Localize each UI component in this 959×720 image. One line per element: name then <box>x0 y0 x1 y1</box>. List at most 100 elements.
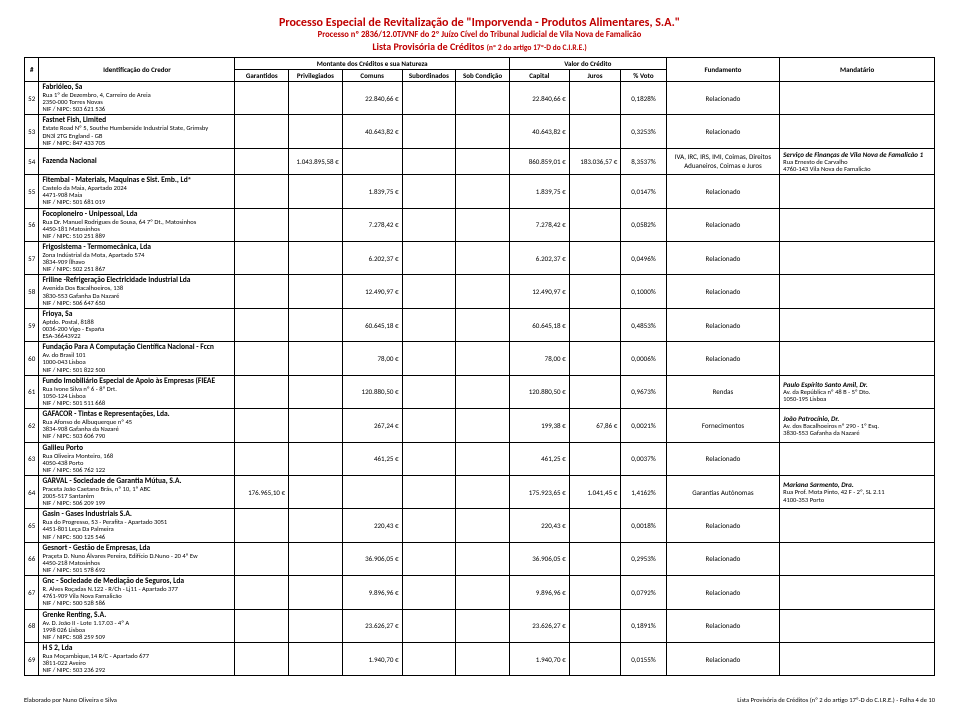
cell-idx: 59 <box>25 308 39 341</box>
creditor-nif: NIF / NIPC: 500 528 586 <box>42 600 231 607</box>
cell-garantidos <box>235 643 289 676</box>
cell-garantidos <box>235 509 289 542</box>
cell-idx: 61 <box>25 375 39 408</box>
cell-mandatario <box>780 342 935 375</box>
col-sob-condicao: Sob Condição <box>456 70 510 82</box>
col-comuns: Comuns <box>342 70 402 82</box>
table-row: 66 Gesnort - Gestão de Empresas, Lda Pra… <box>25 542 935 575</box>
cell-credor: GAFACOR - Tintas e Representações, Lda. … <box>39 409 235 442</box>
cell-idx: 64 <box>25 475 39 508</box>
cell-sob <box>456 609 510 642</box>
cell-subordinados <box>402 208 456 241</box>
cell-juros <box>569 609 621 642</box>
cell-juros <box>569 115 621 148</box>
cell-mandatario: Serviço de Finanças de Vila Nova de Fama… <box>780 148 935 174</box>
table-row: 64 GARVAL - Sociedade de Garantia Mútua,… <box>25 475 935 508</box>
mandatario-addr2: 4760-143 Vila Nova de Famalicão <box>783 166 931 173</box>
cell-voto: 0,0582% <box>621 208 666 241</box>
cell-capital: 461,25 € <box>509 442 569 475</box>
cell-mandatario: Paulo Espírito Santo Amil, Dr. Av. da Re… <box>780 375 935 408</box>
cell-garantidos <box>235 609 289 642</box>
cell-juros: 183.036,57 € <box>569 148 621 174</box>
cell-voto: 8,3537% <box>621 148 666 174</box>
cell-idx: 67 <box>25 576 39 609</box>
table-row: 68 Grenke Renting, S.A. Av. D. João II -… <box>25 609 935 642</box>
cell-privilegiados <box>289 409 343 442</box>
cell-privilegiados <box>289 208 343 241</box>
cell-subordinados <box>402 542 456 575</box>
cell-comuns <box>342 475 402 508</box>
cell-privilegiados <box>289 442 343 475</box>
cell-juros <box>569 241 621 274</box>
cell-juros <box>569 509 621 542</box>
cell-privilegiados <box>289 308 343 341</box>
cell-juros: 67,86 € <box>569 409 621 442</box>
cell-fundamento: Relacionado <box>666 442 779 475</box>
cell-voto: 0,0155% <box>621 643 666 676</box>
list-title: Lista Provisória de Créditos (nº 2 do ar… <box>24 40 935 53</box>
footer-left: Elaborado por Nuno Oliveira e Silva <box>24 696 117 704</box>
cell-idx: 52 <box>25 82 39 115</box>
page-title: Processo Especial de Revitalização de "I… <box>24 16 935 30</box>
cell-juros <box>569 208 621 241</box>
table-row: 54 Fazenda Nacional 1.043.895,58 € 860.8… <box>25 148 935 174</box>
table-row: 69 H S 2, Lda Rua Moçambique,14 R/C - Ap… <box>25 643 935 676</box>
creditor-nif: NIF / NIPC: 503 236 292 <box>42 667 231 674</box>
cell-garantidos <box>235 342 289 375</box>
col-idx: # <box>25 58 39 82</box>
cell-garantidos <box>235 148 289 174</box>
cell-sob <box>456 442 510 475</box>
cell-capital: 860.859,01 € <box>509 148 569 174</box>
cell-subordinados <box>402 375 456 408</box>
cell-sob <box>456 409 510 442</box>
cell-juros <box>569 308 621 341</box>
cell-voto: 0,2953% <box>621 542 666 575</box>
cell-comuns: 1.839,75 € <box>342 175 402 208</box>
cell-voto: 0,9673% <box>621 375 666 408</box>
cell-garantidos <box>235 576 289 609</box>
creditor-nif: NIF / NIPC: 501 578 692 <box>42 567 231 574</box>
table-row: 52 Fabrióleo, Sa Rua 1º de Dezembro, 4, … <box>25 82 935 115</box>
cell-fundamento: Relacionado <box>666 208 779 241</box>
creditor-nif: NIF / NIPC: 506 647 650 <box>42 300 231 307</box>
col-privilegiados: Privilegiados <box>289 70 343 82</box>
cell-credor: H S 2, Lda Rua Moçambique,14 R/C - Apart… <box>39 643 235 676</box>
cell-capital: 1.940,70 € <box>509 643 569 676</box>
cell-juros <box>569 342 621 375</box>
cell-garantidos <box>235 115 289 148</box>
creditor-nif: NIF / NIPC: 503 606 790 <box>42 433 231 440</box>
cell-garantidos <box>235 542 289 575</box>
cell-sob <box>456 576 510 609</box>
creditor-nif: NIF / NIPC: 501 511 668 <box>42 400 231 407</box>
cell-privilegiados <box>289 275 343 308</box>
cell-voto: 0,1891% <box>621 609 666 642</box>
table-row: 55 Fitembal - Materiais, Maquinas e Sist… <box>25 175 935 208</box>
table-row: 56 Focopioneiro - Unipessoal, Lda Rua Dr… <box>25 208 935 241</box>
table-row: 53 Fastnet Fish, Limited Estate Road Nº … <box>25 115 935 148</box>
list-title-small: (nº 2 do artigo 17º-D do C.I.R.E.) <box>487 44 587 53</box>
cell-sob <box>456 208 510 241</box>
cell-comuns: 23.626,27 € <box>342 609 402 642</box>
cell-capital: 60.645,18 € <box>509 308 569 341</box>
cell-subordinados <box>402 115 456 148</box>
cell-juros: 1.041,45 € <box>569 475 621 508</box>
footer: Elaborado por Nuno Oliveira e Silva List… <box>24 696 935 704</box>
cell-subordinados <box>402 241 456 274</box>
col-montante-group: Montante dos Créditos e sua Natureza <box>235 58 509 70</box>
cell-comuns: 60.645,18 € <box>342 308 402 341</box>
col-garantidos: Garantidos <box>235 70 289 82</box>
cell-capital: 9.896,96 € <box>509 576 569 609</box>
cell-idx: 57 <box>25 241 39 274</box>
cell-capital: 78,00 € <box>509 342 569 375</box>
cell-idx: 66 <box>25 542 39 575</box>
cell-juros <box>569 643 621 676</box>
cell-credor: Fazenda Nacional <box>39 148 235 174</box>
cell-mandatario <box>780 241 935 274</box>
cell-fundamento: Relacionado <box>666 241 779 274</box>
cell-capital: 12.490,97 € <box>509 275 569 308</box>
cell-fundamento: Fornecimentos <box>666 409 779 442</box>
cell-subordinados <box>402 643 456 676</box>
cell-comuns: 1.940,70 € <box>342 643 402 676</box>
col-juros: Juros <box>569 70 621 82</box>
creditor-nif: NIF / NIPC: 502 251 867 <box>42 266 231 273</box>
